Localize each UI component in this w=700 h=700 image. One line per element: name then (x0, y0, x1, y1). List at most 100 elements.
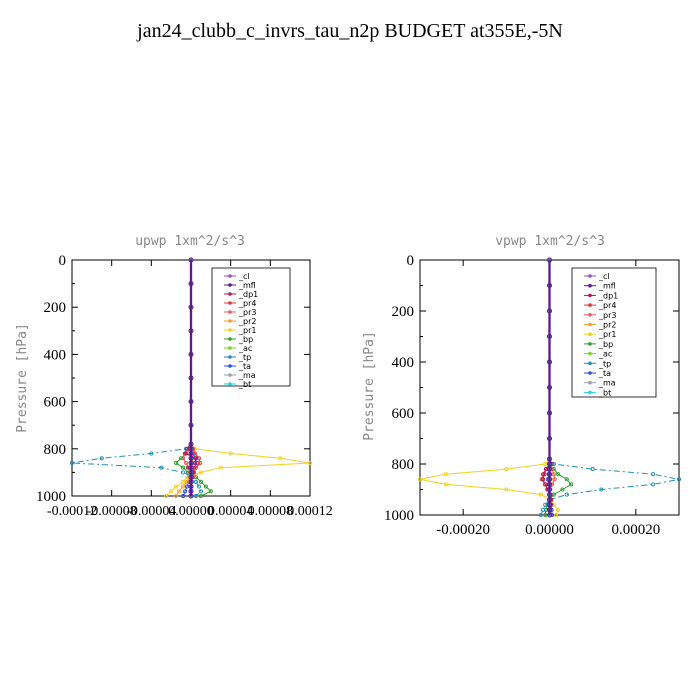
upwp-point-tp (149, 451, 154, 456)
legend-label-pr2: _pr2 (598, 321, 616, 330)
upwp-point-tp (99, 456, 104, 461)
upwp-point-tp (181, 470, 186, 475)
vpwp-point-tp (564, 492, 569, 497)
upwp-point-mfl (188, 399, 194, 405)
legend-marker-pr3 (228, 310, 232, 314)
legend-marker-dp1 (228, 292, 232, 296)
vpwp-point-dp1 (542, 472, 547, 477)
legend-label-dp1: _dp1 (598, 291, 618, 300)
upwp-x-tick-label: -0.00004 (126, 504, 176, 519)
vpwp-point-mfl (547, 257, 552, 263)
upwp-point-mfl (188, 460, 194, 466)
vpwp-point-tp (543, 502, 548, 507)
upwp-point-mfl (188, 441, 194, 447)
vpwp-point-pr1 (504, 487, 509, 492)
legend-label-dp1: _dp1 (238, 290, 258, 299)
figure-title: jan24_clubb_c_invrs_tau_n2p BUDGET at355… (137, 20, 563, 42)
upwp-x-tick-label: 0.00000 (168, 504, 214, 519)
legend-marker-pr2 (228, 319, 232, 323)
upwp-y-tick-label: 600 (44, 395, 67, 411)
vpwp-point-mfl (547, 471, 552, 477)
upwp-point-pr1 (174, 484, 179, 489)
upwp-axes: 0 200 400 600 800 1000-0.00012-0.00008-0.0000… (36, 253, 333, 519)
upwp-point-mfl (188, 375, 194, 381)
vpwp-series-line-pr1 (419, 260, 559, 516)
upwp-point-mfl (188, 304, 194, 310)
legend-label-tp: _tp (598, 359, 611, 368)
legend-label-bp: _bp (238, 335, 253, 344)
vpwp-y-tick-label: 200 (392, 304, 415, 320)
upwp-point-mfl (188, 328, 194, 334)
legend-marker-pr2 (588, 322, 592, 327)
vpwp-point-mfl (547, 507, 552, 513)
vpwp-y-tick-label: 400 (392, 355, 415, 371)
legend-label-ac: _ac (598, 350, 612, 359)
upwp-point-mfl (188, 469, 194, 475)
upwp-y-tick-label: 400 (44, 347, 67, 363)
upwp-x-tick-label: -0.00008 (87, 504, 137, 519)
vpwp-point-mfl (547, 466, 552, 472)
legend-label-cl: _cl (238, 272, 250, 281)
legend-label-mfl: _mfl (238, 281, 256, 290)
vpwp-legend: _cl_mfl_dp1_pr4_pr3_pr2_pr1_bp_ac_tp_ta_… (571, 267, 657, 398)
upwp-point-pr1 (164, 493, 169, 499)
vpwp-point-mfl (547, 502, 552, 508)
vpwp-point-mfl (547, 410, 552, 416)
vpwp-panel-title: vpwp 1xm^2/s^3 (495, 234, 605, 249)
legend-marker-bp (228, 337, 232, 341)
vpwp-point-mfl (547, 461, 552, 467)
legend-label-ma: _ma (238, 371, 256, 380)
legend-marker-ta (588, 371, 592, 375)
legend-label-pr1: _pr1 (238, 326, 256, 335)
upwp-point-tp (193, 479, 199, 484)
vpwp-point-pr1 (504, 467, 509, 472)
upwp-point-dp1 (182, 451, 188, 456)
upwp-point-mfl (188, 465, 194, 471)
vpwp-point-tp (676, 477, 682, 482)
upwp-y-tick-label: 0 (59, 253, 67, 269)
upwp-series-line-bp (175, 260, 212, 497)
upwp-point-mfl (188, 422, 194, 428)
vpwp-point-tp (590, 467, 595, 472)
upwp-point-mfl (188, 446, 194, 452)
upwp-point-pr2 (174, 493, 179, 499)
vpwp-point-pr1 (553, 512, 559, 518)
legend-marker-pr1 (228, 328, 232, 332)
legend-marker-mfl (228, 283, 232, 287)
vpwp-point-mfl (547, 512, 552, 518)
legend-label-bt: _bt (598, 388, 611, 397)
upwp-point-bp (198, 479, 203, 484)
vpwp-point-mfl (547, 385, 552, 390)
vpwp-point-mfl (547, 492, 552, 498)
upwp-point-ta (182, 489, 188, 494)
upwp-point-pr3 (183, 460, 189, 466)
vpwp-point-pr1 (538, 492, 543, 497)
legend-label-mfl: _mfl (598, 282, 616, 291)
upwp-point-pr2 (181, 484, 186, 489)
upwp-point-mfl (188, 488, 194, 494)
upwp-point-tp (196, 484, 201, 489)
legend-label-tp: _tp (238, 353, 251, 362)
vpwp-x-tick-label: 0.00000 (525, 522, 574, 538)
vpwp-point-mfl (547, 481, 552, 487)
upwp-point-tp (198, 489, 203, 494)
upwp-point-mfl (188, 257, 194, 263)
upwp-panel-title: upwp 1xm^2/s^3 (135, 234, 245, 249)
upwp-legend: _cl_mfl_dp1_pr4_pr3_pr2_pr1_bp_ac_tp_ta_… (211, 267, 291, 389)
upwp-point-pr1 (228, 451, 233, 456)
vpwp-legend-box (571, 267, 657, 398)
legend-marker-tp (228, 355, 232, 359)
vpwp-point-dp1 (543, 482, 548, 487)
legend-label-pr4: _pr4 (238, 299, 256, 308)
legend-marker-pr4 (588, 303, 592, 307)
legend-label-ta: _ta (598, 369, 611, 378)
upwp-point-pr1 (198, 470, 203, 475)
legend-label-cl: _cl (598, 272, 610, 281)
upwp-point-tp (69, 460, 75, 466)
vpwp-point-tp (651, 472, 656, 477)
upwp-point-pr1 (278, 456, 283, 461)
upwp-x-tick-label: 0.00008 (248, 504, 294, 519)
upwp-point-bp (174, 460, 179, 466)
vpwp-axes: 0 200 400 600 800 1000 -0.00020 0.00000 0.00020 (384, 253, 679, 538)
vpwp-point-mfl (547, 283, 552, 288)
